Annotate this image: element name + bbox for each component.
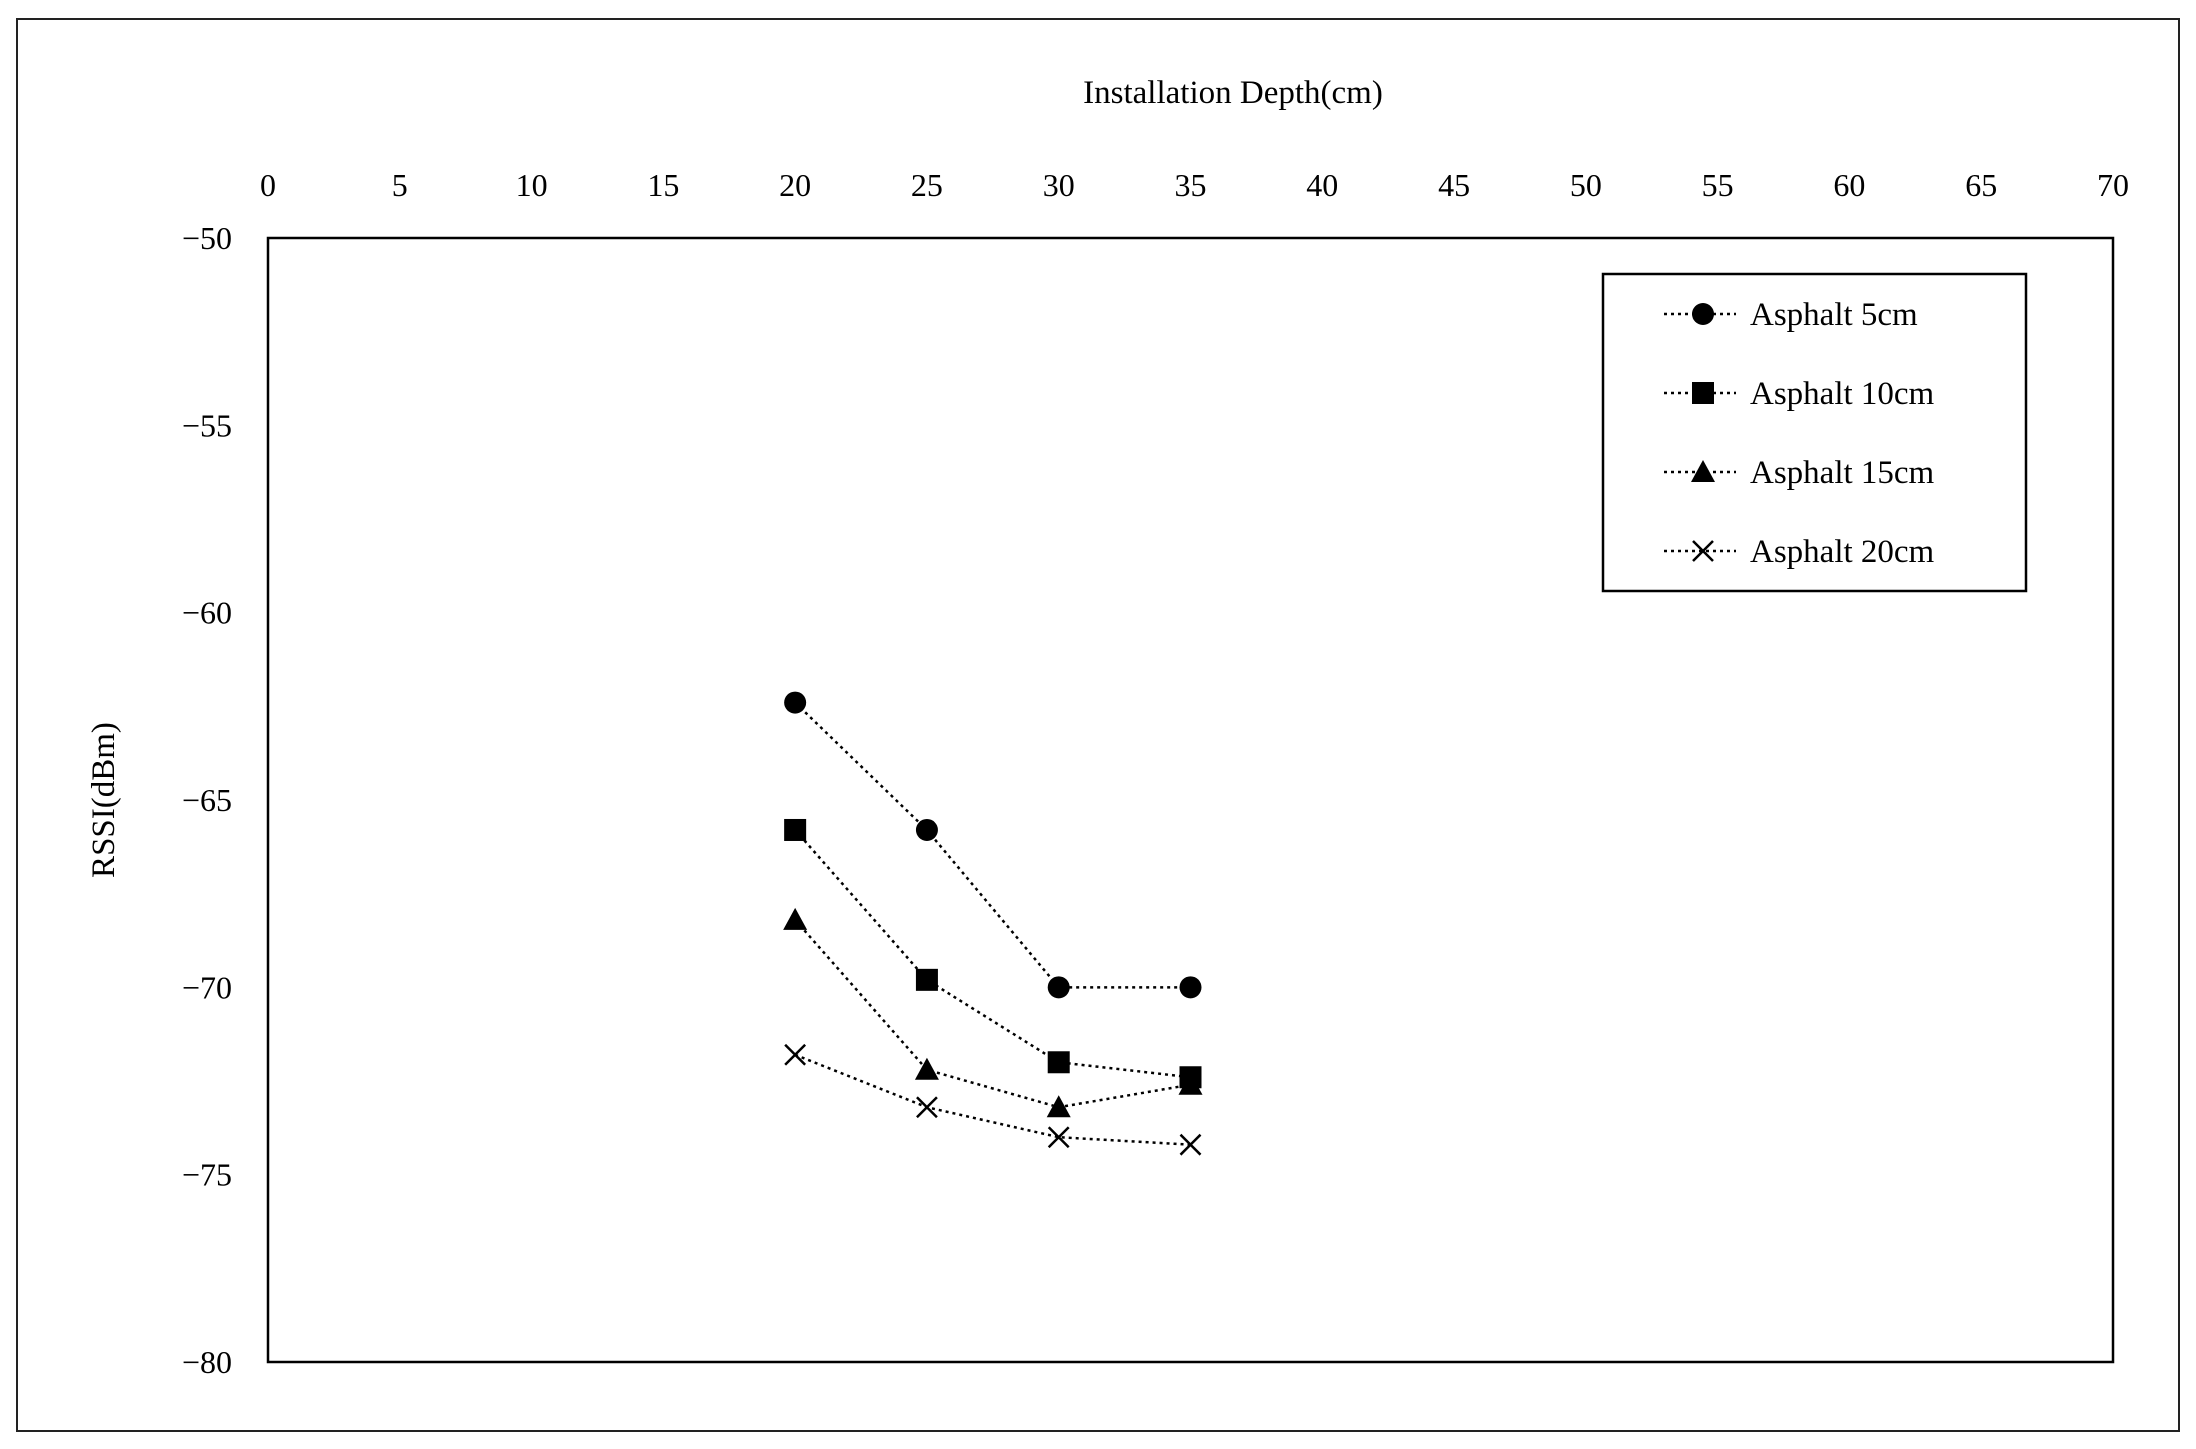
legend-marker [1692,303,1714,325]
y-tick-labels: −50 −55 −60 −65 −70 −75 −80 [182,220,232,1380]
legend: Asphalt 5cm Asphalt 10cm Asphalt 15cm Aspha… [1601,272,2028,593]
y-tick-label: −80 [182,1344,232,1380]
legend-item: Asphalt 20cm [1664,534,1935,570]
series-square [784,818,1202,1089]
series-triangle [783,907,1203,1118]
series-layer [783,691,1203,1156]
y-tick-label: −70 [182,969,232,1005]
data-point [1047,976,1070,999]
y-tick-label: −55 [182,407,232,443]
legend-label: Asphalt 15cm [1750,455,1935,491]
legend-label: Asphalt 5cm [1750,297,1918,333]
legend-marker [1691,460,1715,482]
series-line [794,829,1191,1079]
x-tick-label: 55 [1702,167,1734,203]
series-x [784,1043,1202,1156]
data-point [915,818,938,841]
data-point [783,907,808,930]
data-point [784,818,807,841]
data-point [1046,1095,1071,1118]
x-tick-labels: 0 5 10 15 20 25 30 35 40 45 50 55 60 65 70 [260,167,2129,203]
legend-label: Asphalt 20cm [1750,534,1935,570]
data-point [1047,1051,1070,1074]
x-tick-label: 5 [392,167,408,203]
data-point [914,1057,939,1080]
data-point [1178,1072,1203,1095]
x-tick-label: 15 [647,167,679,203]
data-point [915,968,938,991]
x-tick-label: 0 [260,167,276,203]
y-tick-label: −75 [182,1157,232,1193]
legend-marker [1692,382,1714,404]
legend-item: Asphalt 15cm [1664,455,1935,491]
series-line [794,701,1191,989]
y-axis-title: RSSI(dBm) [86,722,122,878]
legend-item: Asphalt 10cm [1664,376,1935,412]
y-tick-label: −65 [182,782,232,818]
x-tick-label: 35 [1175,167,1207,203]
plot-area [266,236,2115,1364]
x-tick-label: 70 [2097,167,2129,203]
data-point [1179,1133,1202,1156]
x-tick-label: 65 [1965,167,1997,203]
x-tick-label: 20 [779,167,811,203]
data-point [784,1043,807,1066]
legend-item: Asphalt 5cm [1664,297,1918,333]
x-tick-label: 45 [1438,167,1470,203]
y-tick-label: −60 [182,595,232,631]
x-tick-label: 40 [1306,167,1338,203]
series-line [794,919,1191,1109]
series-line [794,1053,1191,1146]
chart-frame [16,18,2180,1432]
x-tick-label: 25 [911,167,943,203]
data-point [1179,976,1202,999]
x-tick-label: 60 [1833,167,1865,203]
x-tick-label: 30 [1043,167,1075,203]
x-axis-title: Installation Depth(cm) [1083,75,1383,111]
legend-label: Asphalt 10cm [1750,376,1935,412]
data-point [1047,1126,1070,1149]
x-tick-label: 50 [1570,167,1602,203]
data-point [916,1096,938,1119]
legend-marker [1692,540,1714,562]
x-tick-label: 10 [516,167,548,203]
series-circle [784,691,1202,999]
data-point [784,691,807,714]
y-tick-label: −50 [182,220,232,256]
legend-box [1601,272,2028,593]
